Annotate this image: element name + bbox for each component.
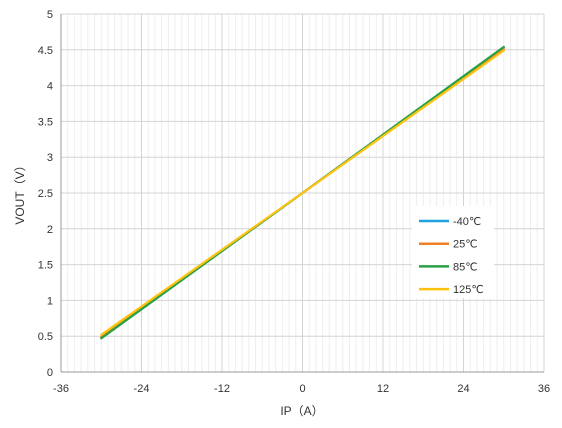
x-tick-label: 24: [457, 383, 469, 395]
x-tick-label: -36: [53, 383, 69, 395]
y-tick-label: 1.5: [38, 260, 53, 272]
y-tick-label: 2: [47, 224, 53, 236]
legend: -40℃ 25℃ 85℃ 125℃: [412, 206, 494, 298]
y-axis-title: VOUT（V）: [13, 159, 27, 224]
x-tick-label: 36: [538, 383, 550, 395]
x-tick-label: -12: [214, 383, 230, 395]
series-lines: [100, 45, 505, 340]
x-tick-label: 12: [377, 383, 389, 395]
y-tick-label: 4.5: [38, 45, 53, 57]
y-tick-label: 5: [47, 9, 53, 21]
legend-label: 25℃: [453, 239, 478, 251]
series-line-4: [100, 49, 505, 336]
legend-label: 125℃: [453, 284, 484, 296]
axes: -36 -24 -12 0 12 24 36 0 0.5 1 1.5 2 2.5 3 3.5 4 4.5 5: [38, 9, 550, 395]
y-tick-label: 3: [47, 152, 53, 164]
y-tick-label: 3.5: [38, 116, 53, 128]
legend-label: -40℃: [453, 216, 481, 228]
x-axis-title: IP（A）: [280, 404, 323, 418]
y-tick-label: 4: [47, 81, 53, 93]
y-tick-label: 0: [47, 367, 53, 379]
x-tick-label: -24: [134, 383, 150, 395]
y-tick-label: 1: [47, 295, 53, 307]
grid: [60, 13, 545, 373]
y-tick-label: 0.5: [38, 331, 53, 343]
y-tick-label: 2.5: [38, 188, 53, 200]
x-tick-label: 0: [299, 383, 305, 395]
legend-label: 85℃: [453, 261, 478, 273]
